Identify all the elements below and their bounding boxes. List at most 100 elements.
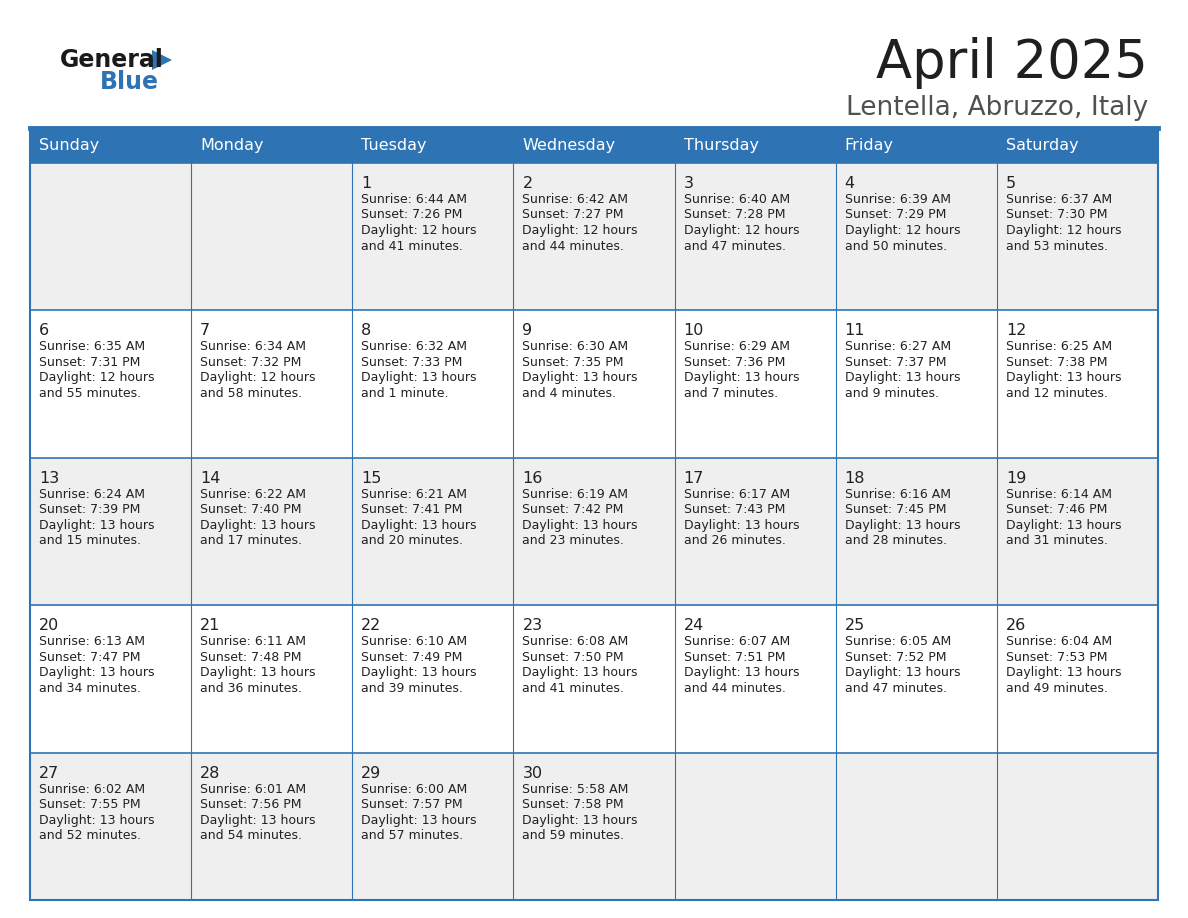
Text: and 55 minutes.: and 55 minutes. [39,386,141,400]
Text: 24: 24 [683,618,703,633]
Bar [30,128,1158,900]
Text: Sunrise: 6:07 AM: Sunrise: 6:07 AM [683,635,790,648]
Text: Sunset: 7:51 PM: Sunset: 7:51 PM [683,651,785,664]
Text: Sunset: 7:30 PM: Sunset: 7:30 PM [1006,208,1107,221]
Text: Sunrise: 6:25 AM: Sunrise: 6:25 AM [1006,341,1112,353]
Text: 19: 19 [1006,471,1026,486]
Text: Sunset: 7:33 PM: Sunset: 7:33 PM [361,356,462,369]
Text: Daylight: 13 hours: Daylight: 13 hours [1006,666,1121,679]
Text: Daylight: 12 hours: Daylight: 12 hours [845,224,960,237]
Text: Daylight: 12 hours: Daylight: 12 hours [361,224,476,237]
Text: 26: 26 [1006,618,1026,633]
Text: Daylight: 13 hours: Daylight: 13 hours [845,519,960,532]
Text: Sunrise: 6:44 AM: Sunrise: 6:44 AM [361,193,467,206]
Text: Sunrise: 6:27 AM: Sunrise: 6:27 AM [845,341,950,353]
Text: and 34 minutes.: and 34 minutes. [39,682,141,695]
Bar [30,310,1158,458]
Text: Sunrise: 6:42 AM: Sunrise: 6:42 AM [523,193,628,206]
Text: Daylight: 13 hours: Daylight: 13 hours [523,666,638,679]
Text: Sunrise: 6:30 AM: Sunrise: 6:30 AM [523,341,628,353]
Text: Sunrise: 6:08 AM: Sunrise: 6:08 AM [523,635,628,648]
Bar [30,753,1158,900]
Text: and 23 minutes.: and 23 minutes. [523,534,625,547]
Text: 9: 9 [523,323,532,339]
Text: Daylight: 13 hours: Daylight: 13 hours [683,666,800,679]
Text: and 50 minutes.: and 50 minutes. [845,240,947,252]
Text: Tuesday: Tuesday [361,138,426,153]
Bar [30,128,191,163]
Text: 21: 21 [200,618,221,633]
Text: Sunset: 7:31 PM: Sunset: 7:31 PM [39,356,140,369]
Text: Daylight: 13 hours: Daylight: 13 hours [39,519,154,532]
Text: Sunrise: 6:34 AM: Sunrise: 6:34 AM [200,341,307,353]
Text: Daylight: 13 hours: Daylight: 13 hours [683,519,800,532]
Text: Sunrise: 6:35 AM: Sunrise: 6:35 AM [39,341,145,353]
Text: Daylight: 13 hours: Daylight: 13 hours [39,666,154,679]
Text: Sunset: 7:45 PM: Sunset: 7:45 PM [845,503,946,516]
Text: Sunset: 7:56 PM: Sunset: 7:56 PM [200,798,302,812]
Text: and 17 minutes.: and 17 minutes. [200,534,302,547]
Text: Sunset: 7:26 PM: Sunset: 7:26 PM [361,208,462,221]
Bar [30,605,1158,753]
Text: Saturday: Saturday [1006,138,1079,153]
Text: 11: 11 [845,323,865,339]
Text: Daylight: 13 hours: Daylight: 13 hours [200,813,316,826]
Text: Sunrise: 6:39 AM: Sunrise: 6:39 AM [845,193,950,206]
Text: Sunset: 7:57 PM: Sunset: 7:57 PM [361,798,463,812]
Text: 17: 17 [683,471,704,486]
Text: and 26 minutes.: and 26 minutes. [683,534,785,547]
Text: 10: 10 [683,323,704,339]
Text: Sunset: 7:46 PM: Sunset: 7:46 PM [1006,503,1107,516]
Text: Daylight: 12 hours: Daylight: 12 hours [39,372,154,385]
Text: Monday: Monday [200,138,264,153]
Text: Sunrise: 6:37 AM: Sunrise: 6:37 AM [1006,193,1112,206]
Text: 20: 20 [39,618,59,633]
Text: 14: 14 [200,471,221,486]
Bar [997,128,1158,163]
Text: Daylight: 13 hours: Daylight: 13 hours [523,519,638,532]
Text: Daylight: 13 hours: Daylight: 13 hours [1006,519,1121,532]
Bar [835,128,997,163]
Text: Sunset: 7:58 PM: Sunset: 7:58 PM [523,798,624,812]
Text: Daylight: 12 hours: Daylight: 12 hours [1006,224,1121,237]
Text: 28: 28 [200,766,221,780]
Text: and 12 minutes.: and 12 minutes. [1006,386,1107,400]
Text: Sunrise: 6:21 AM: Sunrise: 6:21 AM [361,487,467,501]
Text: and 53 minutes.: and 53 minutes. [1006,240,1108,252]
Text: Daylight: 13 hours: Daylight: 13 hours [361,666,476,679]
Text: Sunset: 7:50 PM: Sunset: 7:50 PM [523,651,624,664]
Text: Friday: Friday [845,138,893,153]
Text: Lentella, Abruzzo, Italy: Lentella, Abruzzo, Italy [846,95,1148,121]
Bar [353,128,513,163]
Text: Sunrise: 6:04 AM: Sunrise: 6:04 AM [1006,635,1112,648]
Text: Sunset: 7:40 PM: Sunset: 7:40 PM [200,503,302,516]
Text: Sunset: 7:43 PM: Sunset: 7:43 PM [683,503,785,516]
Text: Sunrise: 6:24 AM: Sunrise: 6:24 AM [39,487,145,501]
Text: Sunset: 7:42 PM: Sunset: 7:42 PM [523,503,624,516]
Text: Sunrise: 6:00 AM: Sunrise: 6:00 AM [361,783,468,796]
Text: Sunset: 7:49 PM: Sunset: 7:49 PM [361,651,462,664]
Text: Daylight: 13 hours: Daylight: 13 hours [523,372,638,385]
Text: Sunrise: 6:32 AM: Sunrise: 6:32 AM [361,341,467,353]
Text: and 20 minutes.: and 20 minutes. [361,534,463,547]
Text: Sunrise: 6:17 AM: Sunrise: 6:17 AM [683,487,790,501]
Text: Daylight: 13 hours: Daylight: 13 hours [845,372,960,385]
Text: Sunset: 7:37 PM: Sunset: 7:37 PM [845,356,946,369]
Text: and 31 minutes.: and 31 minutes. [1006,534,1107,547]
Bar [30,163,1158,310]
Text: Daylight: 13 hours: Daylight: 13 hours [361,372,476,385]
Text: Sunrise: 6:40 AM: Sunrise: 6:40 AM [683,193,790,206]
Text: Sunset: 7:55 PM: Sunset: 7:55 PM [39,798,140,812]
Text: and 4 minutes.: and 4 minutes. [523,386,617,400]
Text: Sunset: 7:39 PM: Sunset: 7:39 PM [39,503,140,516]
Text: and 28 minutes.: and 28 minutes. [845,534,947,547]
Text: Sunrise: 6:16 AM: Sunrise: 6:16 AM [845,487,950,501]
Text: Daylight: 13 hours: Daylight: 13 hours [39,813,154,826]
Text: Sunset: 7:29 PM: Sunset: 7:29 PM [845,208,946,221]
Text: 22: 22 [361,618,381,633]
Text: Sunrise: 6:01 AM: Sunrise: 6:01 AM [200,783,307,796]
Text: 30: 30 [523,766,543,780]
Text: and 9 minutes.: and 9 minutes. [845,386,939,400]
Polygon shape [152,50,172,70]
Text: April 2025: April 2025 [876,37,1148,89]
